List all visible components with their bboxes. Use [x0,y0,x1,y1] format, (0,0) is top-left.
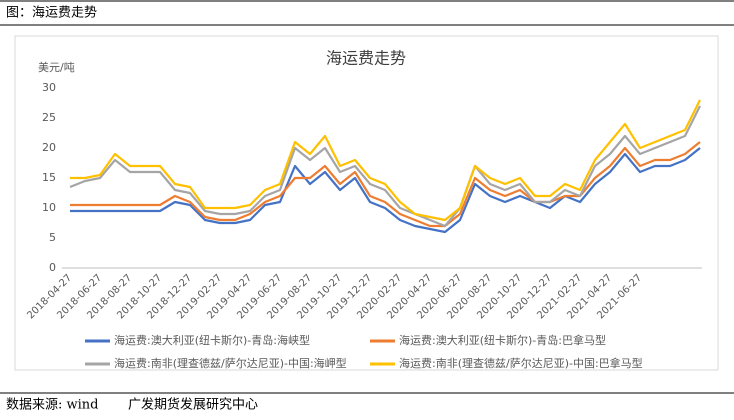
series-line [69,105,701,228]
legend-label: 海运费:南非(理查德兹/萨尔达尼亚)-中国:巴拿马型 [399,356,643,370]
y-tick-label: 20 [42,141,56,154]
y-axis-label: 美元/吨 [38,61,75,74]
y-tick-label: 0 [49,261,56,274]
y-tick-label: 25 [42,111,56,124]
footer-org: 广发期货发展研究中心 [128,397,258,413]
header-title: 图：海运费走势 [6,5,97,21]
y-tick-label: 15 [42,171,56,184]
legend-label: 海运费:澳大利亚(纽卡斯尔)-青岛:巴拿马型 [399,333,606,347]
chart-title: 海运费走势 [326,49,406,68]
y-tick-label: 5 [49,231,56,244]
legend-label: 海运费:南非(理查德兹/萨尔达尼亚)-中国:海岬型 [114,356,347,370]
footer-source: 数据来源: wind [6,398,99,413]
series-line [70,141,701,228]
y-tick-label: 10 [42,201,56,214]
series-line [70,147,701,234]
chart-frame [14,35,719,371]
y-tick-label: 30 [42,81,56,94]
series-line [70,99,701,222]
legend-label: 海运费:澳大利亚(纽卡斯尔)-青岛:海峡型 [114,333,310,347]
